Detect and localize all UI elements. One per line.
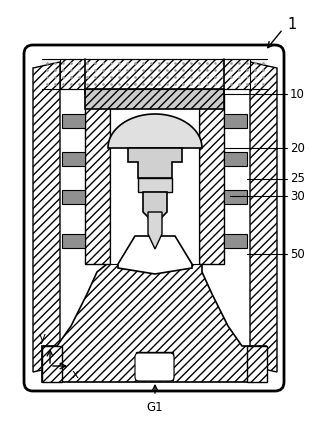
Text: 10: 10: [290, 87, 305, 100]
Text: 20: 20: [290, 142, 305, 155]
Polygon shape: [118, 236, 192, 274]
Polygon shape: [224, 114, 247, 128]
Polygon shape: [138, 178, 172, 192]
Polygon shape: [108, 114, 202, 148]
Polygon shape: [62, 234, 85, 248]
Polygon shape: [60, 59, 250, 89]
Polygon shape: [128, 148, 182, 178]
Polygon shape: [250, 62, 277, 372]
Text: 25: 25: [290, 173, 305, 186]
Polygon shape: [199, 94, 224, 264]
Polygon shape: [42, 59, 267, 89]
Text: 50: 50: [290, 247, 305, 261]
Polygon shape: [62, 114, 85, 128]
Text: G1: G1: [147, 401, 163, 414]
Polygon shape: [33, 62, 60, 372]
Text: 1: 1: [287, 17, 296, 32]
Polygon shape: [224, 234, 247, 248]
Polygon shape: [143, 192, 167, 224]
Polygon shape: [42, 264, 266, 382]
Polygon shape: [247, 346, 267, 382]
Polygon shape: [62, 190, 85, 204]
Polygon shape: [85, 94, 110, 264]
Polygon shape: [224, 152, 247, 166]
Polygon shape: [85, 89, 224, 109]
Polygon shape: [224, 190, 247, 204]
Polygon shape: [42, 346, 62, 382]
Text: 30: 30: [290, 190, 305, 202]
Polygon shape: [110, 94, 199, 264]
FancyBboxPatch shape: [24, 45, 284, 391]
Text: y: y: [39, 331, 46, 344]
Polygon shape: [148, 212, 162, 249]
Text: x: x: [72, 368, 79, 381]
Polygon shape: [62, 152, 85, 166]
FancyBboxPatch shape: [135, 353, 174, 381]
Polygon shape: [136, 352, 173, 380]
